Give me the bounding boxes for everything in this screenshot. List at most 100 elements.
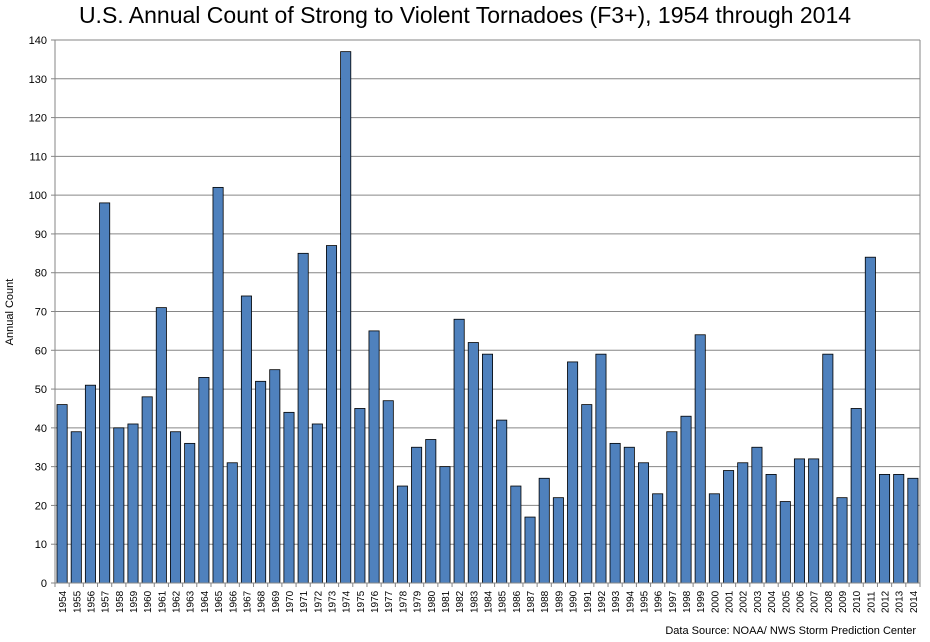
x-tick-label: 2000	[710, 590, 721, 613]
x-tick-label: 1968	[257, 590, 268, 613]
x-tick-label: 1956	[86, 590, 97, 613]
bar-1962	[170, 431, 182, 584]
bar-1994	[623, 446, 635, 584]
axes	[51, 39, 921, 587]
x-tick-label: 2009	[838, 590, 849, 613]
x-tick-label: 1979	[413, 590, 424, 613]
bar-2012	[879, 473, 891, 584]
x-tick-label: 1996	[654, 590, 665, 613]
x-tick-label: 1966	[228, 590, 239, 613]
x-tick-label: 1954	[58, 590, 69, 613]
x-tick-label: 1985	[498, 590, 509, 613]
bar-2008	[822, 353, 834, 584]
x-tick-label: 1957	[101, 590, 112, 613]
bar-1976	[368, 330, 380, 584]
x-tick-label: 1990	[569, 590, 580, 613]
y-tick-label: 90	[35, 229, 47, 241]
x-tick-label: 1959	[129, 590, 140, 613]
x-tick-label: 1976	[370, 590, 381, 613]
x-tick-label: 1980	[427, 590, 438, 613]
x-tick-label: 2007	[810, 590, 821, 613]
y-tick-label: 0	[41, 578, 47, 590]
bar-2000	[708, 493, 720, 584]
y-tick-label: 120	[29, 113, 47, 125]
x-tick-label: 1988	[540, 590, 551, 613]
y-tick-label: 50	[35, 384, 47, 396]
bar-2014	[907, 477, 919, 584]
bar-1979	[411, 446, 423, 584]
x-tick-label: 1993	[611, 590, 622, 613]
bar-1959	[127, 423, 139, 584]
y-tick-label: 100	[29, 190, 47, 202]
x-tick-label: 1974	[342, 590, 353, 613]
bar-1965	[212, 186, 224, 584]
x-tick-label: 1958	[115, 590, 126, 613]
bar-1975	[354, 408, 366, 584]
x-tick-label: 1983	[469, 590, 480, 613]
bar-1995	[637, 462, 649, 584]
x-tick-label: 1995	[639, 590, 650, 613]
x-tick-label: 1961	[157, 590, 168, 613]
x-tick-label: 2006	[795, 590, 806, 613]
x-tick-label: 1991	[583, 590, 594, 613]
x-tick-label: 1975	[356, 590, 367, 613]
x-tick-label: 1997	[668, 590, 679, 613]
bar-1956	[84, 384, 96, 584]
x-tick-label: 1964	[200, 590, 211, 613]
x-tick-label: 2001	[725, 590, 736, 613]
x-tick-label: 2012	[881, 590, 892, 613]
x-tick-label: 1955	[72, 590, 83, 613]
bar-1954	[56, 404, 68, 584]
bar-2006	[793, 458, 805, 584]
x-tick-label: 2005	[781, 590, 792, 613]
bar-2005	[779, 501, 791, 584]
x-tick-label: 2013	[895, 590, 906, 613]
bars	[56, 51, 919, 584]
bar-1997	[666, 431, 678, 584]
bar-2011	[864, 256, 876, 584]
x-tick-label: 2003	[753, 590, 764, 613]
y-axis-label: Annual Count	[4, 279, 16, 346]
bar-2004	[765, 473, 777, 584]
x-tick-label: 2014	[909, 590, 920, 613]
x-tick-label: 1978	[398, 590, 409, 613]
x-tick-label: 1960	[143, 590, 154, 613]
bar-1969	[269, 369, 281, 584]
bar-2010	[850, 408, 862, 584]
x-tick-label: 1998	[682, 590, 693, 613]
x-tick-label: 1989	[554, 590, 565, 613]
bar-1966	[226, 462, 238, 584]
x-tick-label: 1973	[328, 590, 339, 613]
bar-2001	[723, 470, 735, 584]
y-tick-label: 130	[29, 74, 47, 86]
x-tick-label: 2008	[824, 590, 835, 613]
bar-1970	[283, 411, 295, 584]
y-tick-label: 60	[35, 345, 47, 357]
x-tick-label: 1971	[299, 590, 310, 613]
x-tick-label: 1963	[186, 590, 197, 613]
x-tick-label: 1970	[285, 590, 296, 613]
bar-1960	[141, 396, 153, 584]
y-tick-label: 140	[29, 35, 47, 47]
x-tick-label: 1992	[597, 590, 608, 613]
bar-1980	[425, 439, 437, 584]
y-tick-label: 10	[35, 539, 47, 551]
x-tick-label: 1969	[271, 590, 282, 613]
bar-1963	[184, 442, 196, 584]
bar-1990	[567, 361, 579, 584]
bar-2003	[751, 446, 763, 584]
bar-2007	[808, 458, 820, 584]
bar-2002	[737, 462, 749, 584]
bar-1958	[113, 427, 125, 584]
bar-1961	[155, 307, 167, 584]
bar-1973	[326, 245, 338, 584]
bar-1993	[609, 442, 621, 584]
x-tick-label: 1999	[696, 590, 707, 613]
x-tick-label: 2011	[866, 591, 877, 613]
bar-1974	[340, 51, 352, 584]
bar-1989	[552, 497, 564, 584]
x-tick-label: 2002	[739, 590, 750, 613]
y-tick-label: 110	[29, 151, 47, 163]
bar-1987	[524, 516, 536, 584]
